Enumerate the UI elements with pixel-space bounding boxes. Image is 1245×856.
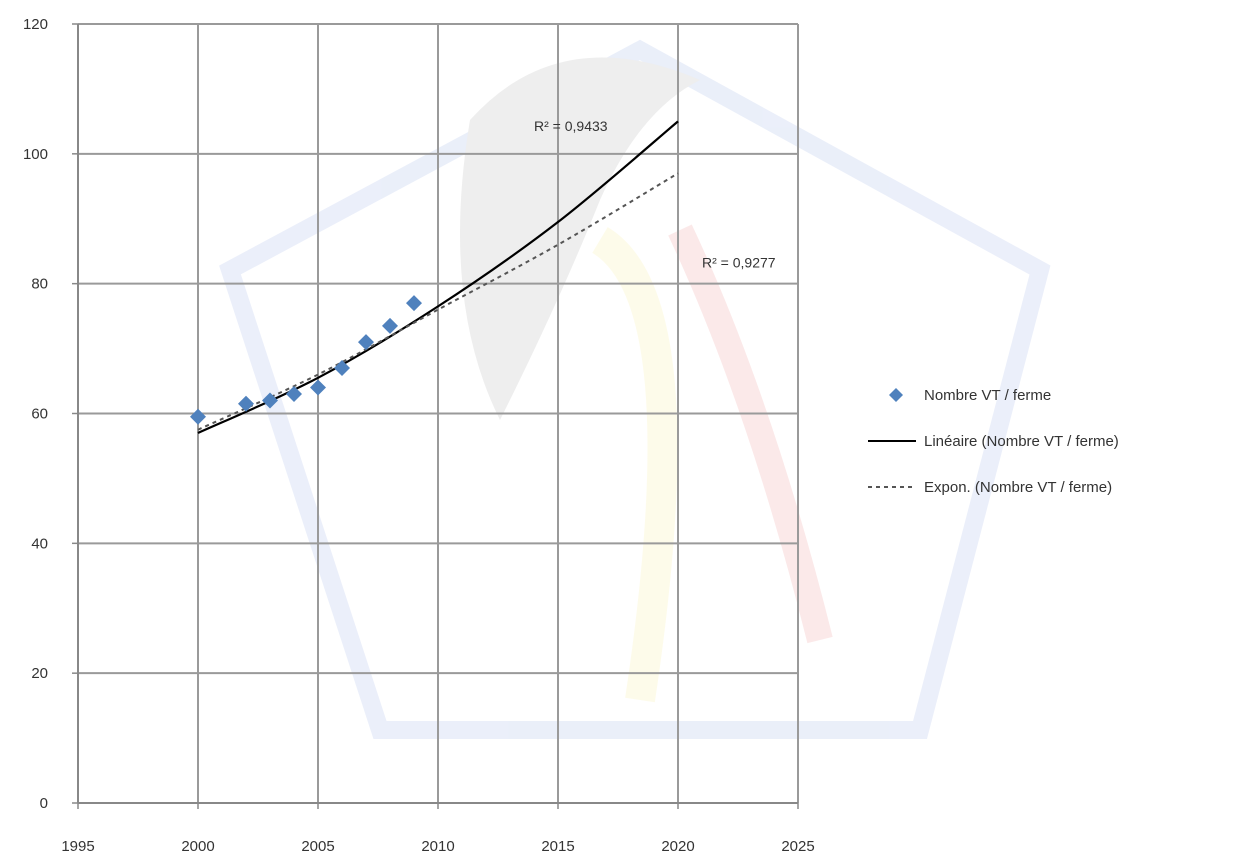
y-tick-label: 40 <box>31 535 48 552</box>
y-tick-label: 60 <box>31 406 48 423</box>
grid <box>78 23 799 803</box>
y-tick-label: 100 <box>23 146 48 163</box>
data-point <box>286 386 302 403</box>
r2-annotations: R² = 0,9433 R² = 0,9277 <box>534 118 776 270</box>
x-tick-label: 2025 <box>781 838 814 855</box>
y-tick-label: 120 <box>23 16 48 33</box>
legend-label: Expon. (Nombre VT / ferme) <box>924 479 1112 496</box>
axes <box>72 23 799 809</box>
data-point <box>358 334 374 351</box>
linear-trendline <box>197 120 679 434</box>
x-tick-label: 2015 <box>541 838 574 855</box>
legend-marker-points <box>889 388 903 402</box>
data-point <box>190 408 206 425</box>
x-axis-ticks: 1995 2000 2005 2010 2015 2020 2025 <box>61 838 814 855</box>
x-tick-label: 1995 <box>61 838 94 855</box>
x-tick-label: 2005 <box>301 838 334 855</box>
exponential-trendline <box>197 172 679 431</box>
data-point <box>406 295 422 312</box>
legend: Nombre VT / ferme Linéaire (Nombre VT / f… <box>868 387 1119 496</box>
data-point <box>262 392 278 409</box>
trendlines <box>197 120 679 434</box>
data-point <box>382 317 398 334</box>
y-tick-label: 20 <box>31 665 48 682</box>
data-points <box>190 295 422 425</box>
x-tick-label: 2010 <box>421 838 454 855</box>
legend-label: Nombre VT / ferme <box>924 387 1051 404</box>
watermark-logo <box>219 39 1051 739</box>
x-tick-label: 2000 <box>181 838 214 855</box>
y-tick-label: 80 <box>31 276 48 293</box>
data-point <box>334 360 350 377</box>
data-point <box>238 395 254 412</box>
data-point <box>310 379 326 396</box>
x-tick-label: 2020 <box>661 838 694 855</box>
legend-label: Linéaire (Nombre VT / ferme) <box>924 433 1119 450</box>
y-tick-label: 0 <box>40 795 48 812</box>
r2-annotation: R² = 0,9277 <box>702 254 776 270</box>
r2-annotation: R² = 0,9433 <box>534 118 608 134</box>
y-axis-ticks: 0 20 40 60 80 100 120 <box>23 16 48 812</box>
